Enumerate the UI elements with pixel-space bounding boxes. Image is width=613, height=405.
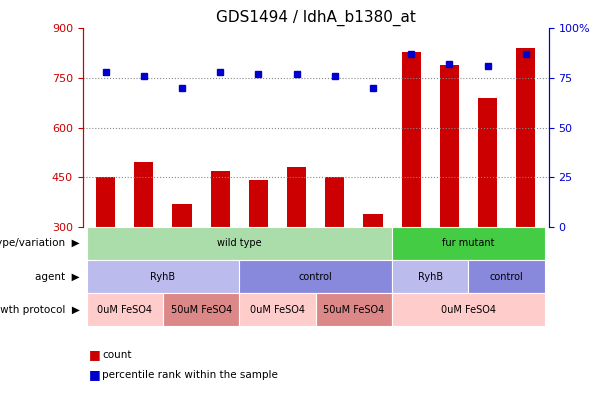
Text: RyhB: RyhB (417, 272, 443, 281)
Text: growth protocol  ▶: growth protocol ▶ (0, 305, 80, 315)
Text: 0uM FeSO4: 0uM FeSO4 (250, 305, 305, 315)
Text: 50uM FeSO4: 50uM FeSO4 (170, 305, 232, 315)
Bar (211, 171, 230, 227)
Bar (239, 260, 392, 293)
Bar (392, 260, 468, 293)
Text: control: control (490, 272, 524, 281)
Text: 0uM FeSO4: 0uM FeSO4 (97, 305, 152, 315)
Text: ■: ■ (89, 369, 101, 382)
Text: percentile rank within the sample: percentile rank within the sample (102, 370, 278, 380)
Text: genotype/variation  ▶: genotype/variation ▶ (0, 239, 80, 248)
Text: agent  ▶: agent ▶ (35, 272, 80, 281)
Text: count: count (102, 350, 132, 360)
Title: GDS1494 / ldhA_b1380_at: GDS1494 / ldhA_b1380_at (216, 9, 416, 26)
Bar (392, 227, 545, 260)
Bar (96, 177, 115, 227)
Bar (316, 293, 392, 326)
Bar (478, 98, 497, 227)
Bar (163, 293, 239, 326)
Bar (468, 260, 545, 293)
Bar (392, 293, 545, 326)
Text: 0uM FeSO4: 0uM FeSO4 (441, 305, 496, 315)
Text: RyhB: RyhB (150, 272, 175, 281)
Bar (86, 227, 392, 260)
Bar (249, 181, 268, 227)
Bar (172, 204, 192, 227)
Bar (326, 177, 345, 227)
Bar (440, 65, 459, 227)
Bar (402, 51, 421, 227)
Text: ■: ■ (89, 348, 101, 361)
Bar (516, 48, 535, 227)
Bar (287, 167, 306, 227)
Bar (86, 260, 239, 293)
Text: wild type: wild type (217, 239, 262, 248)
Bar (86, 293, 163, 326)
Bar (239, 293, 316, 326)
Text: control: control (299, 272, 333, 281)
Text: 50uM FeSO4: 50uM FeSO4 (323, 305, 384, 315)
Bar (364, 213, 383, 227)
Bar (134, 162, 153, 227)
Text: fur mutant: fur mutant (442, 239, 495, 248)
